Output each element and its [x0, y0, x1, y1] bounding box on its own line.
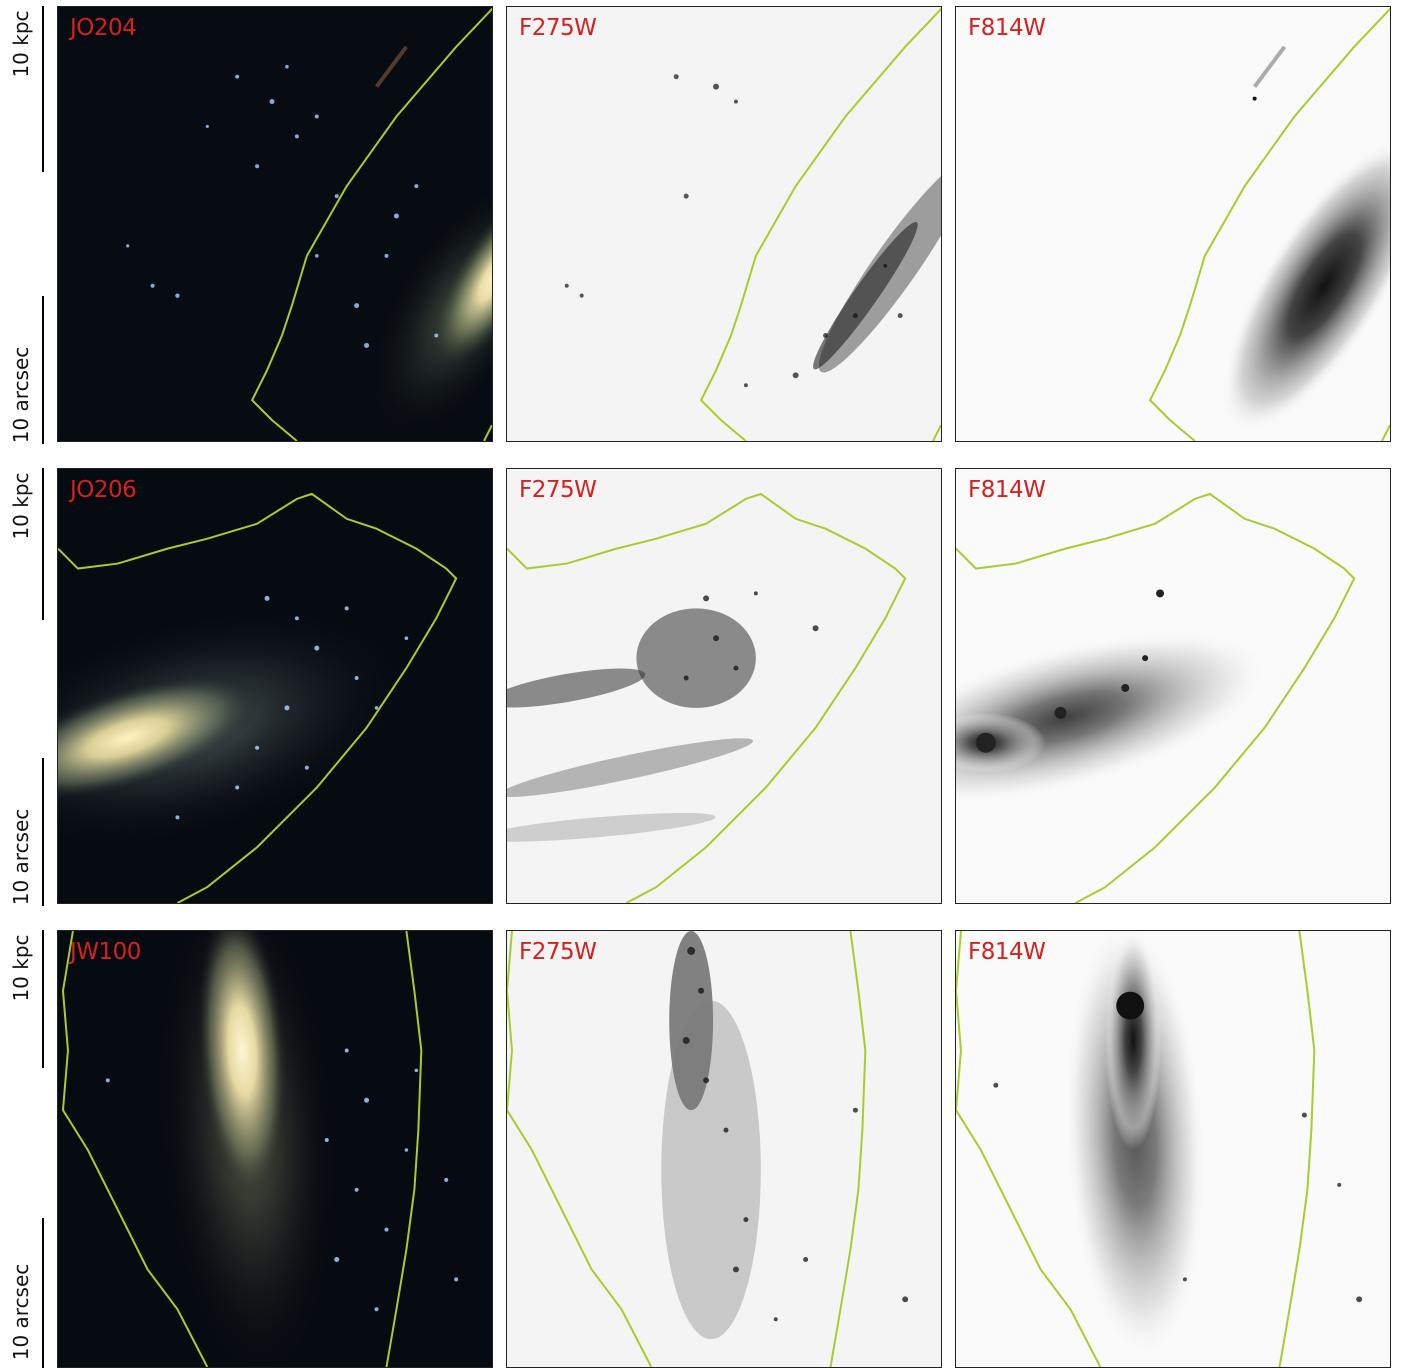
kpc-scale-label: 10 kpc — [9, 10, 33, 78]
filter-label: F275W — [519, 15, 597, 41]
ir-panel-jw100: F814W — [955, 930, 1391, 1368]
galaxy-color-image — [58, 7, 492, 441]
galaxy-name-label: JW100 — [70, 939, 141, 965]
arcsec-scale-label: 10 arcsec — [9, 346, 33, 444]
uv-filter-image — [507, 469, 941, 903]
arcsec-scale-line — [42, 758, 44, 906]
scalebar-row-3: 10 kpc 10 arcsec — [0, 924, 50, 1368]
ir-panel-jo206: F814W — [955, 468, 1391, 904]
uv-panel-jo204: F275W — [506, 6, 942, 442]
color-panel-jo206: JO206 — [57, 468, 493, 904]
kpc-scale-label: 10 kpc — [9, 472, 33, 540]
scalebar-row-1: 10 kpc 10 arcsec — [0, 0, 50, 445]
arcsec-scale-label: 10 arcsec — [9, 808, 33, 906]
kpc-scale-label: 10 kpc — [9, 934, 33, 1002]
filter-label: F814W — [968, 477, 1046, 503]
ir-filter-image — [956, 7, 1390, 441]
arcsec-scale-line — [42, 296, 44, 444]
uv-panel-jo206: F275W — [506, 468, 942, 904]
color-panel-jw100: JW100 — [57, 930, 493, 1368]
kpc-scale-line — [42, 930, 44, 1068]
color-panel-jo204: JO204 — [57, 6, 493, 442]
galaxy-name-label: JO206 — [70, 477, 137, 503]
ir-filter-image — [956, 469, 1390, 903]
filter-label: F275W — [519, 477, 597, 503]
filter-label: F814W — [968, 939, 1046, 965]
kpc-scale-line — [42, 468, 44, 620]
galaxy-color-image — [58, 469, 492, 903]
arcsec-scale-label: 10 arcsec — [9, 1263, 33, 1361]
filter-label: F275W — [519, 939, 597, 965]
filter-label: F814W — [968, 15, 1046, 41]
uv-filter-image — [507, 7, 941, 441]
ir-panel-jo204: F814W — [955, 6, 1391, 442]
kpc-scale-line — [42, 6, 44, 172]
arcsec-scale-line — [42, 1218, 44, 1368]
uv-filter-image — [507, 931, 941, 1367]
galaxy-color-image — [58, 931, 492, 1367]
scalebar-row-2: 10 kpc 10 arcsec — [0, 462, 50, 907]
uv-panel-jw100: F275W — [506, 930, 942, 1368]
galaxy-name-label: JO204 — [70, 15, 137, 41]
ir-filter-image — [956, 931, 1390, 1367]
